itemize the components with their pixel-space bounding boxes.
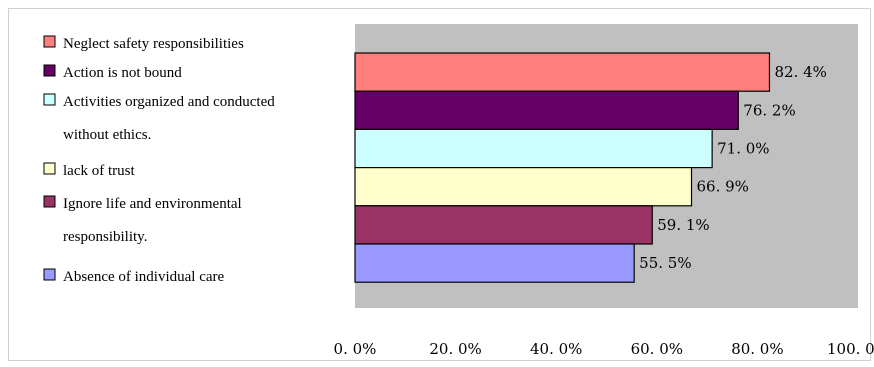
data-label-5: 59. 1% [657, 216, 709, 234]
x-tick-label: 80. 0% [731, 340, 783, 358]
legend-swatch-1 [43, 35, 56, 48]
bar-2 [354, 90, 739, 130]
legend-label-3: without ethics. [63, 127, 151, 143]
data-label-3: 71. 0% [717, 140, 769, 158]
bar-1 [354, 52, 771, 92]
x-tick-label: 60. 0% [631, 340, 683, 358]
x-tick-label: 0. 0% [334, 340, 377, 358]
data-label-1: 82. 4% [774, 63, 826, 81]
bar-3 [354, 128, 713, 169]
data-label-4: 66. 9% [697, 178, 749, 196]
legend-label-1: Neglect safety responsibilities [63, 36, 244, 52]
legend-label-5: responsibility. [63, 229, 147, 245]
legend-label-6: Absence of individual care [63, 269, 225, 285]
legend: Neglect safety responsibilities Action is… [43, 35, 275, 285]
data-label-6: 55. 5% [639, 254, 691, 272]
bar-4 [354, 167, 693, 207]
bar-6 [354, 243, 635, 283]
bar-5 [354, 205, 653, 245]
x-tick-label: 20. 0% [429, 340, 481, 358]
data-label-2: 76. 2% [743, 101, 795, 119]
x-axis-ticks: 0. 0% 20. 0% 40. 0% 60. 0% 80. 0% 100. 0% [334, 340, 874, 358]
legend-label-3: Activities organized and conducted [63, 94, 275, 110]
legend-swatch-3 [43, 93, 56, 106]
legend-swatch-5 [43, 195, 56, 208]
legend-label-4: lack of trust [63, 163, 135, 179]
data-labels: 82. 4% 76. 2% 71. 0% 66. 9% 59. 1% 55. 5% [639, 63, 827, 272]
legend-label-5: Ignore life and environmental [63, 196, 242, 212]
x-tick-label: 40. 0% [530, 340, 582, 358]
legend-label-2: Action is not bound [63, 65, 182, 81]
legend-swatch-6 [43, 268, 56, 281]
bars [354, 52, 771, 283]
legend-swatch-2 [43, 64, 56, 77]
x-tick-label: 100. 0% [827, 340, 874, 358]
legend-swatch-4 [43, 162, 56, 175]
